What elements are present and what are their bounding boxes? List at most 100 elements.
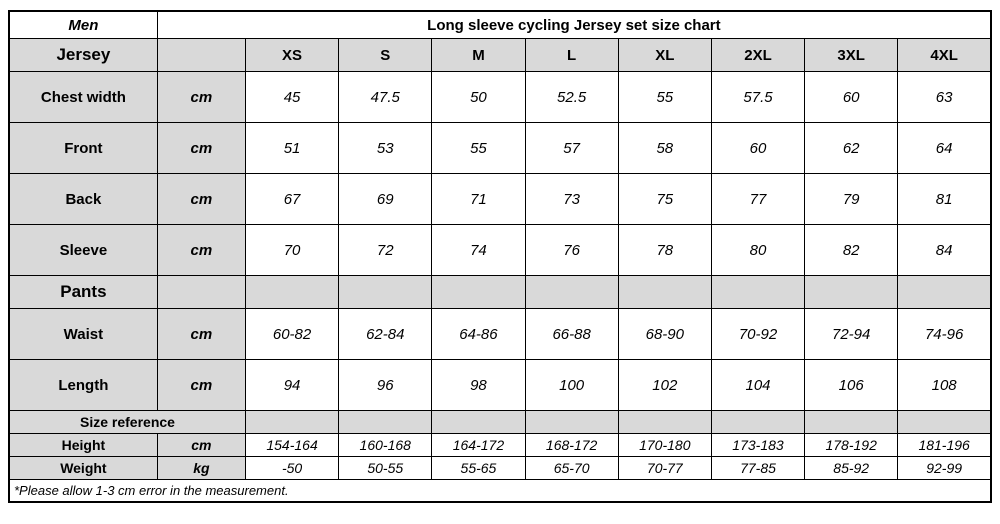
value-cell: 170-180	[617, 433, 712, 457]
empty-cell	[338, 275, 433, 309]
empty-cell	[431, 275, 526, 309]
size-header-m: M	[431, 38, 526, 72]
value-cell: 71	[431, 173, 526, 225]
empty-cell	[431, 410, 526, 434]
value-cell: 58	[617, 122, 712, 174]
unit-cell: cm	[156, 173, 246, 225]
value-cell: 65-70	[524, 456, 619, 480]
table-row-back: Back cm 67 69 71 73 75 77 79 81	[8, 173, 992, 225]
unit-cell: cm	[156, 308, 246, 360]
jersey-section-row: Jersey XS S M L XL 2XL 3XL 4XL	[8, 38, 992, 72]
value-cell: 84	[897, 224, 992, 276]
value-cell: 70-77	[617, 456, 712, 480]
row-label: Weight	[8, 456, 158, 480]
value-cell: 85-92	[804, 456, 899, 480]
table-row-height: Height cm 154-164 160-168 164-172 168-17…	[8, 433, 992, 457]
table-row-weight: Weight kg -50 50-55 55-65 65-70 70-77 77…	[8, 456, 992, 480]
empty-cell	[524, 275, 619, 309]
value-cell: 102	[617, 359, 712, 411]
empty-cell	[804, 275, 899, 309]
empty-cell	[617, 410, 712, 434]
value-cell: 72-94	[804, 308, 899, 360]
size-header-3xl: 3XL	[804, 38, 899, 72]
unit-cell: cm	[156, 359, 246, 411]
value-cell: 78	[617, 224, 712, 276]
value-cell: 73	[524, 173, 619, 225]
value-cell: 50-55	[338, 456, 433, 480]
size-header-4xl: 4XL	[897, 38, 992, 72]
value-cell: 74	[431, 224, 526, 276]
section-label-size-reference: Size reference	[8, 410, 246, 434]
men-label: Men	[8, 10, 158, 39]
size-header-2xl: 2XL	[710, 38, 806, 72]
value-cell: 55-65	[431, 456, 526, 480]
row-label: Height	[8, 433, 158, 457]
value-cell: 74-96	[897, 308, 992, 360]
empty-cell	[804, 410, 899, 434]
value-cell: 76	[524, 224, 619, 276]
size-chart-table: Men Long sleeve cycling Jersey set size …	[8, 10, 992, 503]
value-cell: 80	[710, 224, 806, 276]
value-cell: 57	[524, 122, 619, 174]
size-reference-row: Size reference	[8, 410, 992, 434]
value-cell: 45	[244, 71, 340, 123]
value-cell: 67	[244, 173, 340, 225]
chart-title: Long sleeve cycling Jersey set size char…	[156, 10, 992, 39]
value-cell: 92-99	[897, 456, 992, 480]
value-cell: 181-196	[897, 433, 992, 457]
value-cell: 60	[710, 122, 806, 174]
value-cell: 154-164	[244, 433, 340, 457]
section-label-jersey: Jersey	[8, 38, 158, 72]
row-label: Back	[8, 173, 158, 225]
empty-cell	[524, 410, 619, 434]
value-cell: 178-192	[804, 433, 899, 457]
pants-section-row: Pants	[8, 275, 992, 309]
unit-cell: cm	[156, 224, 246, 276]
value-cell: 53	[338, 122, 433, 174]
empty-cell	[710, 410, 806, 434]
row-label: Waist	[8, 308, 158, 360]
unit-cell: cm	[156, 122, 246, 174]
value-cell: 168-172	[524, 433, 619, 457]
size-header-xl: XL	[617, 38, 712, 72]
value-cell: 72	[338, 224, 433, 276]
value-cell: 70	[244, 224, 340, 276]
row-label: Front	[8, 122, 158, 174]
value-cell: -50	[244, 456, 340, 480]
table-row-chest-width: Chest width cm 45 47.5 50 52.5 55 57.5 6…	[8, 71, 992, 123]
empty-cell	[617, 275, 712, 309]
value-cell: 173-183	[710, 433, 806, 457]
value-cell: 106	[804, 359, 899, 411]
value-cell: 50	[431, 71, 526, 123]
value-cell: 64	[897, 122, 992, 174]
value-cell: 66-88	[524, 308, 619, 360]
footnote-row: *Please allow 1-3 cm error in the measur…	[8, 479, 992, 503]
value-cell: 81	[897, 173, 992, 225]
value-cell: 100	[524, 359, 619, 411]
value-cell: 60-82	[244, 308, 340, 360]
value-cell: 68-90	[617, 308, 712, 360]
value-cell: 164-172	[431, 433, 526, 457]
value-cell: 96	[338, 359, 433, 411]
empty-cell	[244, 410, 340, 434]
value-cell: 55	[431, 122, 526, 174]
value-cell: 69	[338, 173, 433, 225]
size-header-l: L	[524, 38, 619, 72]
table-row-length: Length cm 94 96 98 100 102 104 106 108	[8, 359, 992, 411]
unit-cell: cm	[156, 71, 246, 123]
value-cell: 79	[804, 173, 899, 225]
empty-cell	[710, 275, 806, 309]
value-cell: 64-86	[431, 308, 526, 360]
value-cell: 98	[431, 359, 526, 411]
value-cell: 104	[710, 359, 806, 411]
value-cell: 70-92	[710, 308, 806, 360]
table-row-sleeve: Sleeve cm 70 72 74 76 78 80 82 84	[8, 224, 992, 276]
value-cell: 75	[617, 173, 712, 225]
value-cell: 77	[710, 173, 806, 225]
value-cell: 55	[617, 71, 712, 123]
empty-cell	[244, 275, 340, 309]
value-cell: 77-85	[710, 456, 806, 480]
value-cell: 94	[244, 359, 340, 411]
row-label: Sleeve	[8, 224, 158, 276]
table-row-waist: Waist cm 60-82 62-84 64-86 66-88 68-90 7…	[8, 308, 992, 360]
